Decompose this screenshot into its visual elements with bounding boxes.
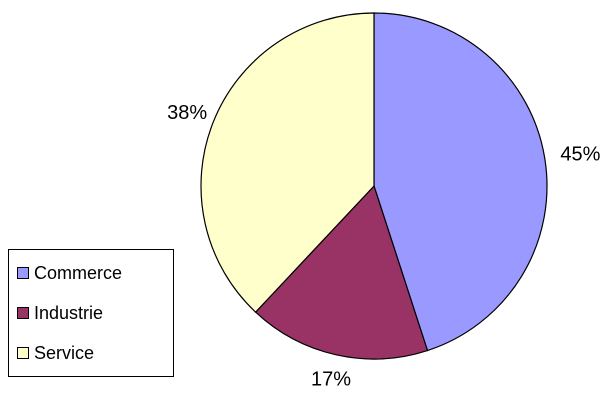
legend-label-service: Service <box>34 342 95 363</box>
legend-label-commerce: Commerce <box>34 262 123 283</box>
chart-legend: Commerce Industrie Service <box>8 249 174 377</box>
pie-labels: 45% 17% 38% <box>167 102 601 390</box>
legend-swatch-service <box>17 347 29 359</box>
pie-label-service: 38% <box>167 102 207 124</box>
pie-slices <box>200 12 548 360</box>
legend-swatch-industrie <box>17 307 29 319</box>
pie-slice-service <box>200 12 375 313</box>
legend-label-industrie: Industrie <box>34 302 104 323</box>
legend-item-service: Service <box>17 342 94 364</box>
pie-slice-commerce <box>373 12 548 352</box>
legend-item-commerce: Commerce <box>17 262 122 284</box>
pie-label-industrie: 17% <box>311 368 351 390</box>
legend-item-industrie: Industrie <box>17 302 103 324</box>
pie-slice-industrie <box>254 184 429 360</box>
pie-label-commerce: 45% <box>560 143 600 165</box>
legend-swatch-commerce <box>17 267 29 279</box>
